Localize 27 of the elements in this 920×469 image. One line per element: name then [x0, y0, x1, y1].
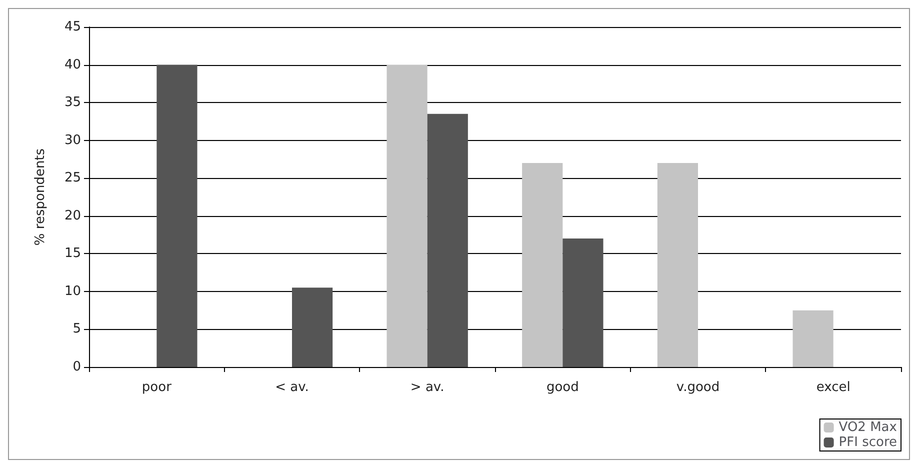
bar	[292, 288, 333, 367]
x-tick-label: excel	[816, 380, 850, 395]
x-tick-label: poor	[142, 380, 172, 395]
legend-label: VO2 Max	[838, 420, 898, 435]
bar	[156, 64, 198, 367]
y-tick-label: 40	[64, 57, 81, 72]
legend-label: PFI score	[838, 435, 898, 450]
bar	[562, 238, 604, 367]
y-tick-label: 45	[64, 20, 81, 34]
y-tick-label: 15	[64, 246, 81, 262]
bar	[522, 163, 563, 367]
bar	[792, 310, 834, 367]
x-tick-label: v.good	[676, 380, 720, 395]
y-tick-label: 10	[64, 284, 81, 299]
bar	[657, 163, 698, 367]
y-tick-label: 30	[64, 132, 81, 148]
y-tick-label: 20	[64, 208, 81, 224]
y-tick-label: 5	[72, 322, 81, 337]
y-tick-label: 0	[72, 360, 81, 374]
y-axis-title: % respondents	[33, 148, 48, 246]
bar	[386, 64, 428, 367]
x-tick-label: > av.	[410, 380, 444, 395]
y-tick-label: 25	[64, 170, 81, 186]
x-tick-label: good	[546, 380, 579, 395]
y-tick-label: 35	[64, 95, 81, 110]
bar	[427, 114, 468, 367]
x-tick-label: < av.	[275, 380, 309, 395]
